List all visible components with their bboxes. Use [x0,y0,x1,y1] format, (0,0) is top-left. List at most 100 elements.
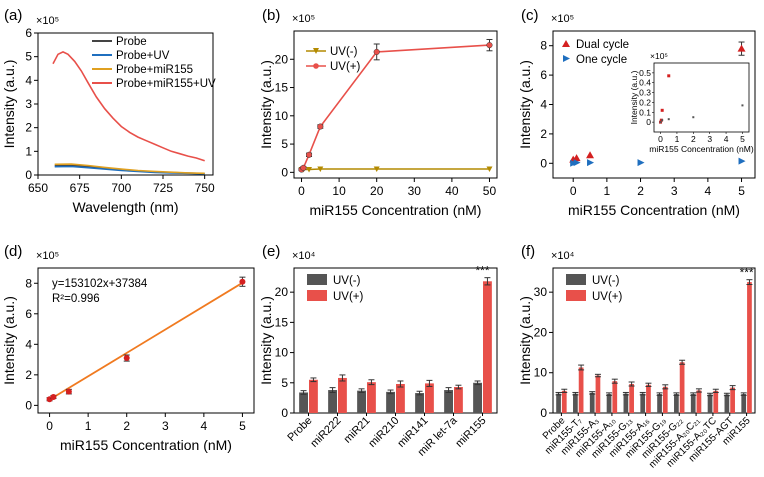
panel-c: (c) ×10⁵ Intensity (a.u.) miR155 Concentrat… [517,7,756,218]
x-axis-label: miR155 Concentration (nM) [310,202,482,218]
y-tick-label: 4 [540,98,547,112]
x-tick-label: 675 [70,181,90,195]
y-tick-label: 5 [281,137,288,151]
inset-point-one [741,104,744,107]
inset-point-one [659,121,662,124]
x-tick-label: 3 [671,184,678,198]
bar-uv-minus [741,394,747,413]
inset-y-tick-label: 0 [646,117,651,127]
data-point [373,166,380,172]
series-line-0 [301,168,490,171]
legend-label: UV(-) [333,275,361,287]
bar-uv-plus [309,379,318,413]
x-tick-label: 5 [738,184,745,198]
bar-uv-plus [561,390,567,413]
x-tick-label: 3 [162,419,169,433]
y-tick-label: 4 [25,73,32,87]
data-point [50,393,57,400]
legend-label: UV(-) [592,275,620,287]
inset-y-tick-label: 0.1 [639,107,651,117]
bar-uv-minus [589,392,595,413]
inset-y-tick-label: 0.5 [639,68,651,78]
data-point [317,166,324,172]
data-point [573,159,581,167]
bar-uv-minus [657,394,662,413]
bar-uv-plus [730,387,735,413]
data-point [239,278,246,285]
legend-label: UV(-) [330,46,358,58]
bar-uv-plus [679,362,685,413]
x-tick-label: 30 [408,184,422,198]
y-tick-label: 2 [25,368,32,382]
x-tick-label: 0 [570,184,577,198]
bar-uv-minus [473,382,482,413]
series-line-2 [54,163,205,175]
y-tick-label: 20 [275,285,289,299]
fit-equation: y=153102x+37384 [52,278,148,290]
axis-multiplier: ×10⁴ [551,250,575,262]
data-point [738,157,746,165]
data-point [317,123,324,130]
data-point [123,355,130,362]
data-point [65,388,72,395]
category-label: miR210 [366,415,401,450]
y-axis-label: Intensity (a.u.) [1,60,17,149]
inset-x-tick-label: 4 [724,134,729,144]
legend-marker [313,48,319,54]
data-point [373,48,380,55]
y-tick-label: 8 [25,276,32,290]
data-point [587,159,595,167]
x-tick-label: 10 [332,184,346,198]
data-point [572,154,581,162]
x-axis-label: Wavelength (nm) [72,199,178,215]
x-tick-label: 725 [153,181,173,195]
legend-swatch [307,290,327,301]
bar-uv-minus [444,390,453,413]
bar-uv-plus [662,386,668,413]
bar-uv-plus [612,381,618,413]
x-tick-label: 5 [239,419,246,433]
axis-multiplier: ×10⁵ [36,250,59,262]
x-tick-label: 650 [28,181,48,195]
y-axis-label: Intensity (a.u.) [517,296,533,385]
y-tick-label: 0 [281,165,288,179]
x-axis-label: miR155 Concentration (nM) [60,437,232,453]
y-tick-label: 20 [275,52,289,66]
data-point [300,164,307,171]
y-axis-label: Intensity (a.u.) [258,60,274,149]
y-tick-label: 5 [281,376,288,390]
legend-marker [313,63,319,69]
data-point [637,159,645,167]
panel-label: (a) [4,7,22,24]
panel-d: (d) ×10⁵ Intensity (a.u.) miR155 Concentrat… [1,243,255,453]
data-point [486,42,493,49]
bar-uv-minus [357,390,366,413]
bar-uv-plus [396,384,405,413]
inset-point-one [692,116,695,119]
legend-label: Probe+miR155+UV [116,78,216,90]
y-tick-label: 3 [25,97,32,111]
y-tick-label: 0 [281,406,288,420]
x-tick-label: 40 [445,184,459,198]
y-tick-label: 6 [25,307,32,321]
x-tick-label: 750 [195,181,215,195]
y-tick-label: 0 [25,398,32,412]
r-squared: R²=0.996 [52,293,100,305]
bar-uv-plus [425,383,434,413]
y-tick-label: 4 [25,337,32,351]
y-tick-label: 0 [540,156,547,170]
legend-swatch [307,274,327,285]
y-tick-label: 5 [25,50,32,64]
inset-y-tick-label: 0.2 [639,97,651,107]
inset-x-label: miR155 Concentration (nM) [649,144,754,154]
fit-line [49,282,243,401]
series-line-3 [52,51,205,162]
legend-label: One cycle [576,54,627,66]
y-tick-label: 6 [25,26,32,40]
bar-uv-minus [556,393,561,413]
y-tick-label: 0 [540,406,547,420]
bar-uv-plus [747,282,752,413]
